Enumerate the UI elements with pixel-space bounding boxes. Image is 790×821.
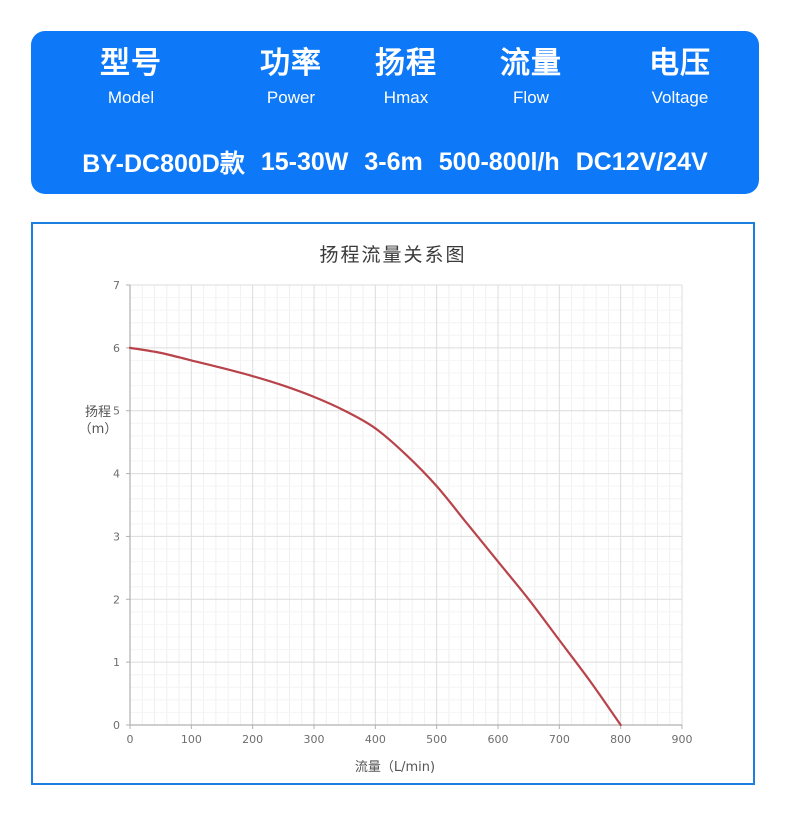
chart-y-tick-label: 7 — [113, 279, 120, 292]
chart-y-axis-label-line-2: （m） — [78, 422, 118, 437]
spec-label-en-power: Power — [266, 88, 316, 107]
chart-panel: 扬程流量关系图 — [31, 222, 755, 785]
spec-label-en-hmax: Hmax — [383, 88, 429, 107]
chart-x-tick-label: 800 — [610, 733, 631, 746]
spec-label-en-flow: Flow — [513, 88, 549, 107]
spec-value-power: 15-30W — [260, 147, 349, 176]
spec-value-model: BY-DC800D款 — [82, 150, 245, 178]
chart-x-tick-label: 700 — [549, 733, 570, 746]
spec-column-hmax: 扬程 Hmax — [351, 45, 461, 110]
chart-y-tick-label: 1 — [113, 656, 120, 669]
chart-grid-minor — [130, 285, 682, 725]
chart-y-tick-label: 5 — [113, 405, 120, 418]
spec-column-power: 功率 Power — [231, 45, 351, 110]
chart-y-tick-label: 6 — [113, 342, 120, 355]
spec-values-row: BY-DC800D款 15-30W 3-6m 500-800l/h DC12V/… — [31, 144, 759, 180]
chart-y-axis-label-line-1: 扬程 — [84, 405, 111, 420]
spec-value-hmax: 3-6m — [364, 147, 423, 176]
spec-header-labels-row: 型号 Model 功率 Power 扬程 Hmax 流量 Flow 电压 Vol… — [31, 45, 759, 137]
chart-x-tick-label: 300 — [304, 733, 325, 746]
chart-line-series — [128, 346, 622, 727]
chart-x-axis-label: 流量（L/min) — [354, 760, 436, 775]
chart-y-tick-label: 0 — [113, 719, 120, 732]
spec-value-voltage: DC12V/24V — [575, 147, 708, 176]
spec-label-cn-model: 型号 — [100, 47, 162, 80]
chart-y-tick-label: 4 — [113, 468, 120, 481]
chart-axes — [126, 284, 683, 729]
chart-series-group — [128, 346, 622, 727]
chart-x-tick-label: 600 — [488, 733, 509, 746]
chart-y-tick-label: 2 — [113, 593, 120, 606]
chart-x-tick-label: 100 — [181, 733, 202, 746]
spec-column-model: 型号 Model — [31, 45, 231, 110]
chart-y-axis-label: 扬程 （m） — [78, 404, 118, 438]
chart-x-tick-label: 200 — [242, 733, 263, 746]
chart-y-tick-label: 3 — [113, 530, 120, 543]
spec-column-flow: 流量 Flow — [461, 45, 601, 110]
spec-label-en-model: Model — [107, 88, 155, 107]
spec-value-flow: 500-800l/h — [438, 147, 560, 176]
chart-tick-labels: 0 1 2 3 4 5 6 7 0 100 200 300 400 500 600 700 800 900 — [113, 279, 693, 746]
chart-x-tick-label: 500 — [426, 733, 447, 746]
chart-x-tick-label: 0 — [127, 733, 134, 746]
chart-x-tick-label: 400 — [365, 733, 386, 746]
spec-label-cn-voltage: 电压 — [649, 47, 711, 80]
spec-header-panel: 型号 Model 功率 Power 扬程 Hmax 流量 Flow 电压 Vol… — [31, 31, 759, 194]
chart-grid-major — [129, 284, 683, 726]
chart-title: 扬程流量关系图 — [319, 244, 467, 266]
spec-column-voltage: 电压 Voltage — [601, 45, 759, 110]
chart-x-tick-label: 900 — [672, 733, 693, 746]
spec-label-cn-hmax: 扬程 — [375, 47, 437, 80]
spec-label-en-voltage: Voltage — [651, 88, 709, 107]
spec-label-cn-power: 功率 — [260, 47, 322, 80]
spec-label-cn-flow: 流量 — [500, 47, 562, 80]
